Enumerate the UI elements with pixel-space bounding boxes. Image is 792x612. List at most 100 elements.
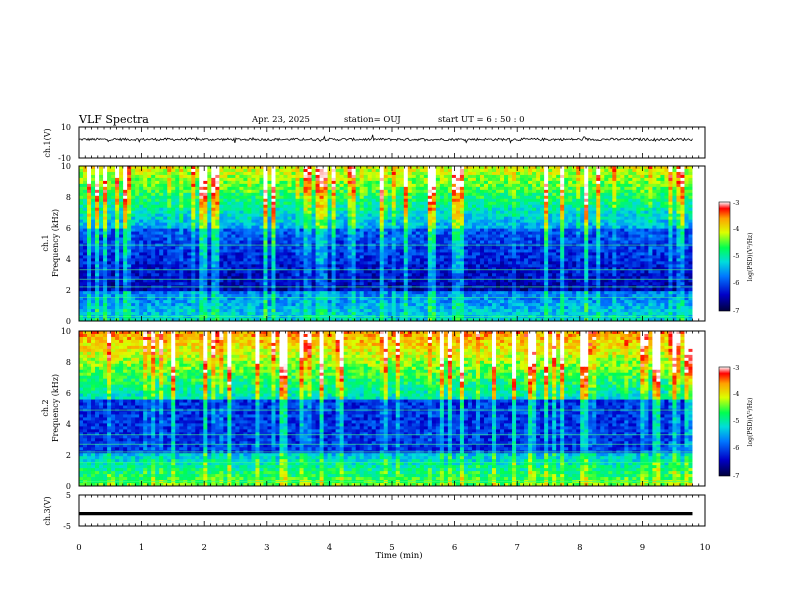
spectrogram-cell [135,207,140,212]
spectrogram-cell [187,219,192,224]
spectrogram-cell [644,171,649,176]
spectrogram-cell [359,228,365,232]
spectrogram-cell [295,213,300,218]
spectrogram-cell [496,249,501,253]
spectrogram-cell [231,180,236,185]
spectrogram-cell [79,166,84,170]
spectrogram-cell [91,177,96,182]
spectrogram-cell [107,207,112,212]
spectrogram-cell [203,198,208,203]
spectrogram-cell [383,228,389,232]
spectrogram-cell [403,249,409,253]
spectrogram-cell [455,183,461,188]
spectrogram-cell [131,216,136,221]
spectrogram-cell [419,222,425,227]
spectrogram-cell [520,186,525,191]
spectrogram-cell [588,258,593,262]
spectrogram-cell [564,166,569,170]
spectrogram-cell [403,183,409,188]
spectrogram-cell [556,198,561,203]
spectrogram-cell [500,258,505,262]
spectrogram-cell [447,192,453,197]
spectrogram-cell [632,228,637,232]
spectrogram-cell [652,183,657,188]
spectrogram-cell [219,189,224,194]
spectrogram-cell [471,240,477,244]
spectrogram-cell [147,234,152,238]
spectrogram-cell [588,225,593,229]
spectrogram-cell [287,213,292,218]
spectrogram-cell [315,210,320,215]
spectrogram-cell [399,201,405,206]
spectrogram-cell [83,198,88,203]
spectrogram-cell [504,207,509,212]
spectrogram-cell [363,183,369,188]
spectrogram-cell [423,177,429,182]
spectrogram-cell [576,240,581,244]
spectrogram-cell [287,252,292,256]
spectrogram-cell [411,192,417,197]
spectrogram-cell [439,207,445,212]
spectrogram-cell [255,207,260,212]
spectrogram-cell [463,228,469,232]
spectrogram-cell [684,237,689,241]
spectrogram-cell [295,249,300,253]
spectrogram-cell [524,189,529,194]
spectrogram-cell [315,252,320,256]
spectrogram-cell [411,225,417,229]
spectrogram-cell [528,201,533,206]
spectrogram-cell [548,231,553,235]
spectrogram-cell [411,201,417,206]
spectrogram-cell [103,216,108,221]
spectrogram-cell [111,216,116,221]
spectrogram-cell [467,210,473,215]
spectrogram-cell [163,237,168,241]
spectrogram-cell [680,225,685,229]
spectrogram-cell [407,216,413,221]
spectrogram-cell [492,204,497,209]
spectrogram-cell [564,240,569,244]
spectrogram-cell [187,255,192,259]
spectrogram-cell [247,171,252,176]
spectrogram-cell [251,183,256,188]
spectrogram-cell [391,234,397,238]
spectrogram-cell [500,168,505,173]
spectrogram-cell [187,249,192,253]
spectrogram-cell [688,186,693,191]
spectrogram-cell [123,237,128,241]
spectrogram-cell [307,210,312,215]
spectrogram-cell [115,177,120,182]
spectrogram-cell [560,246,565,250]
spectrogram-cell [267,171,272,176]
spectrogram-cell [447,201,453,206]
spectrogram-cell [423,186,429,191]
spectrogram-cell [664,222,669,227]
spectrogram-cell [676,222,681,227]
spectrogram-cell [431,166,437,170]
spectrogram-cell [492,186,497,191]
spectrogram-cell [596,225,601,229]
spectrogram-cell [487,228,493,232]
spectrogram-cell [231,234,236,238]
spectrogram-cell [203,168,208,173]
spectrogram-cell [251,255,256,259]
spectrogram-cell [127,237,132,241]
spectrogram-cell [467,198,473,203]
spectrogram-cell [375,166,381,170]
spectrogram-cell [496,240,501,244]
spectrogram-cell [119,228,124,232]
spectrogram-cell [664,192,669,197]
spectrogram-cell [684,183,689,188]
spectrogram-cell [163,207,168,212]
spectrogram-cell [191,210,196,215]
spectrogram-cell [624,216,629,221]
spectrogram-cell [303,252,308,256]
spectrogram-cell [323,228,328,232]
spectrogram-cell [179,186,184,191]
spectrogram-cell [275,186,280,191]
spectrogram-cell [447,168,453,173]
spectrogram-cell [183,210,188,215]
spectrogram-cell [335,237,341,241]
spectrogram-cell [275,216,280,221]
spectrogram-cell [283,234,288,238]
